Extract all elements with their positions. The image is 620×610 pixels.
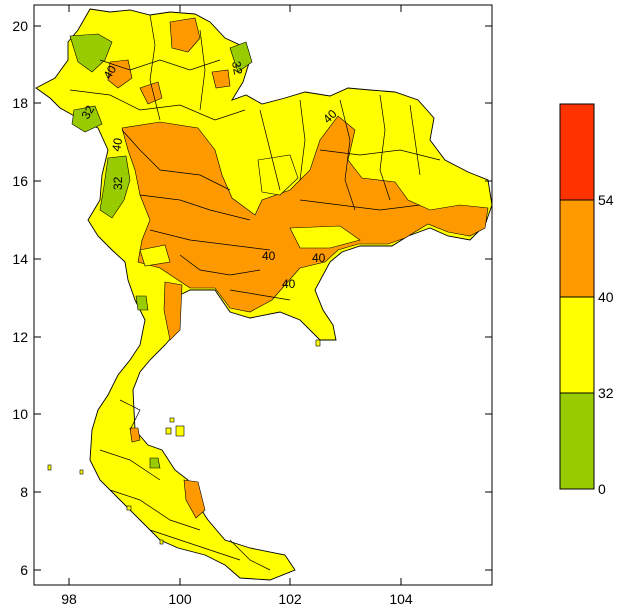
cool-region-nw-2	[71, 105, 103, 133]
hot-region-north-2	[139, 81, 163, 105]
contour-label: 40	[282, 277, 296, 291]
contour-label: 32	[78, 103, 97, 122]
colorbar-label: 32	[598, 385, 614, 401]
y-axis	[34, 25, 492, 571]
contour-labels: 40 40 40 40 40 40 32 32 32	[78, 60, 339, 291]
cool-region-nw-1	[69, 33, 113, 73]
lat-tick-label: 14	[12, 251, 28, 267]
hot-region-west	[163, 281, 183, 341]
hot-region-north-3	[211, 69, 231, 89]
contour-label: 32	[229, 60, 245, 76]
colorbar-band-mild	[559, 296, 595, 394]
cool-region-s	[149, 457, 161, 469]
lon-tick-label: 102	[278, 591, 302, 607]
hot-region-central	[121, 115, 489, 313]
cool-pocket-3	[139, 244, 171, 267]
lat-tick-label: 12	[12, 329, 28, 345]
cool-pocket-1	[257, 154, 299, 196]
contour-label: 40	[100, 63, 119, 82]
contour-label: 40	[109, 137, 125, 153]
colorbar-band-cool	[559, 392, 595, 490]
islands	[47, 339, 321, 545]
colorbar	[559, 103, 595, 490]
cool-region-w	[99, 155, 131, 219]
contour-label: 40	[262, 249, 276, 263]
hot-region-north-4	[107, 59, 133, 89]
province-boundaries	[69, 14, 441, 571]
lon-tick-label: 104	[389, 591, 413, 607]
cool-region-ne	[229, 41, 253, 73]
colorbar-label: 0	[598, 481, 606, 497]
lat-tick-label: 16	[12, 173, 28, 189]
cool-pocket-2	[289, 225, 361, 249]
colorbar-label: 54	[598, 192, 614, 208]
lon-tick-label: 100	[168, 591, 192, 607]
lat-tick-label: 20	[12, 18, 28, 34]
lat-tick-label: 8	[20, 484, 28, 500]
contour-label: 32	[111, 176, 125, 190]
colorbar-band-extreme	[559, 103, 595, 201]
map-frame	[33, 4, 493, 586]
lat-tick-label: 6	[20, 562, 28, 578]
hot-region-north-1	[169, 17, 201, 53]
lat-tick-label: 10	[12, 406, 28, 422]
hot-region-isthmus	[129, 427, 141, 443]
colorbar-label: 40	[598, 289, 614, 305]
lon-tick-label: 98	[61, 591, 77, 607]
cool-region-sw	[135, 295, 149, 311]
colorbar-band-hot	[559, 199, 595, 298]
hot-region-south	[183, 479, 206, 519]
lat-tick-label: 18	[12, 95, 28, 111]
x-axis	[68, 5, 402, 585]
contour-label: 40	[312, 251, 326, 265]
